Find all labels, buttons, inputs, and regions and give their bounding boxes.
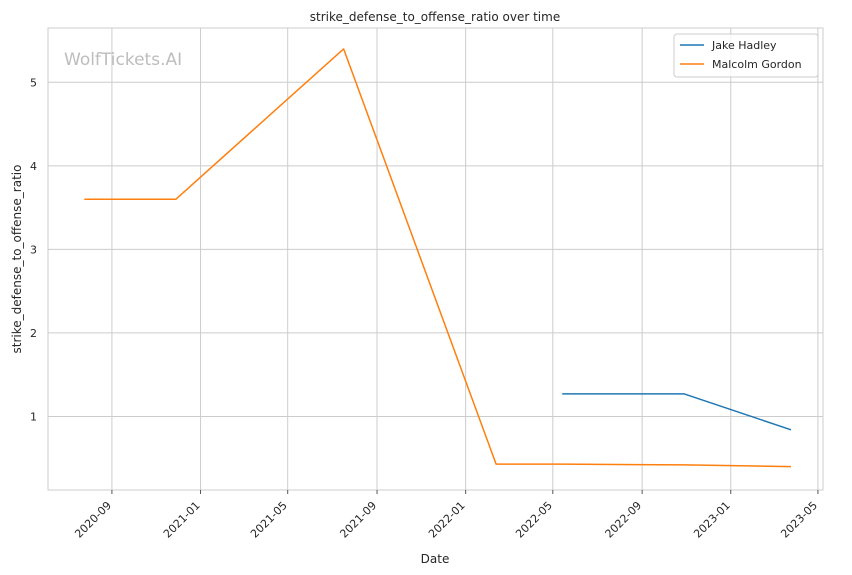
y-axis: 1 2 3 4 5 <box>30 76 37 423</box>
legend-label: Malcolm Gordon <box>712 58 802 71</box>
y-tick-label: 3 <box>30 243 37 256</box>
legend-box <box>673 33 819 78</box>
chart-title: strike_defense_to_offense_ratio over tim… <box>310 10 560 24</box>
plot-area <box>47 27 824 491</box>
y-tick-label: 5 <box>30 76 37 89</box>
series-lines <box>84 48 792 468</box>
legend: Jake Hadley Malcolm Gordon <box>673 33 819 78</box>
series-line <box>562 393 792 431</box>
y-axis-label: strike_defense_to_offense_ratio <box>10 165 24 354</box>
legend-label: Jake Hadley <box>711 39 777 52</box>
y-tick-label: 4 <box>30 160 37 173</box>
y-tick-label: 2 <box>30 327 37 340</box>
y-tick-label: 1 <box>30 410 37 423</box>
series-line <box>84 48 792 468</box>
grid-lines <box>48 28 823 490</box>
watermark: WolfTickets.AI <box>64 50 182 70</box>
x-axis-label: Date <box>421 552 450 566</box>
